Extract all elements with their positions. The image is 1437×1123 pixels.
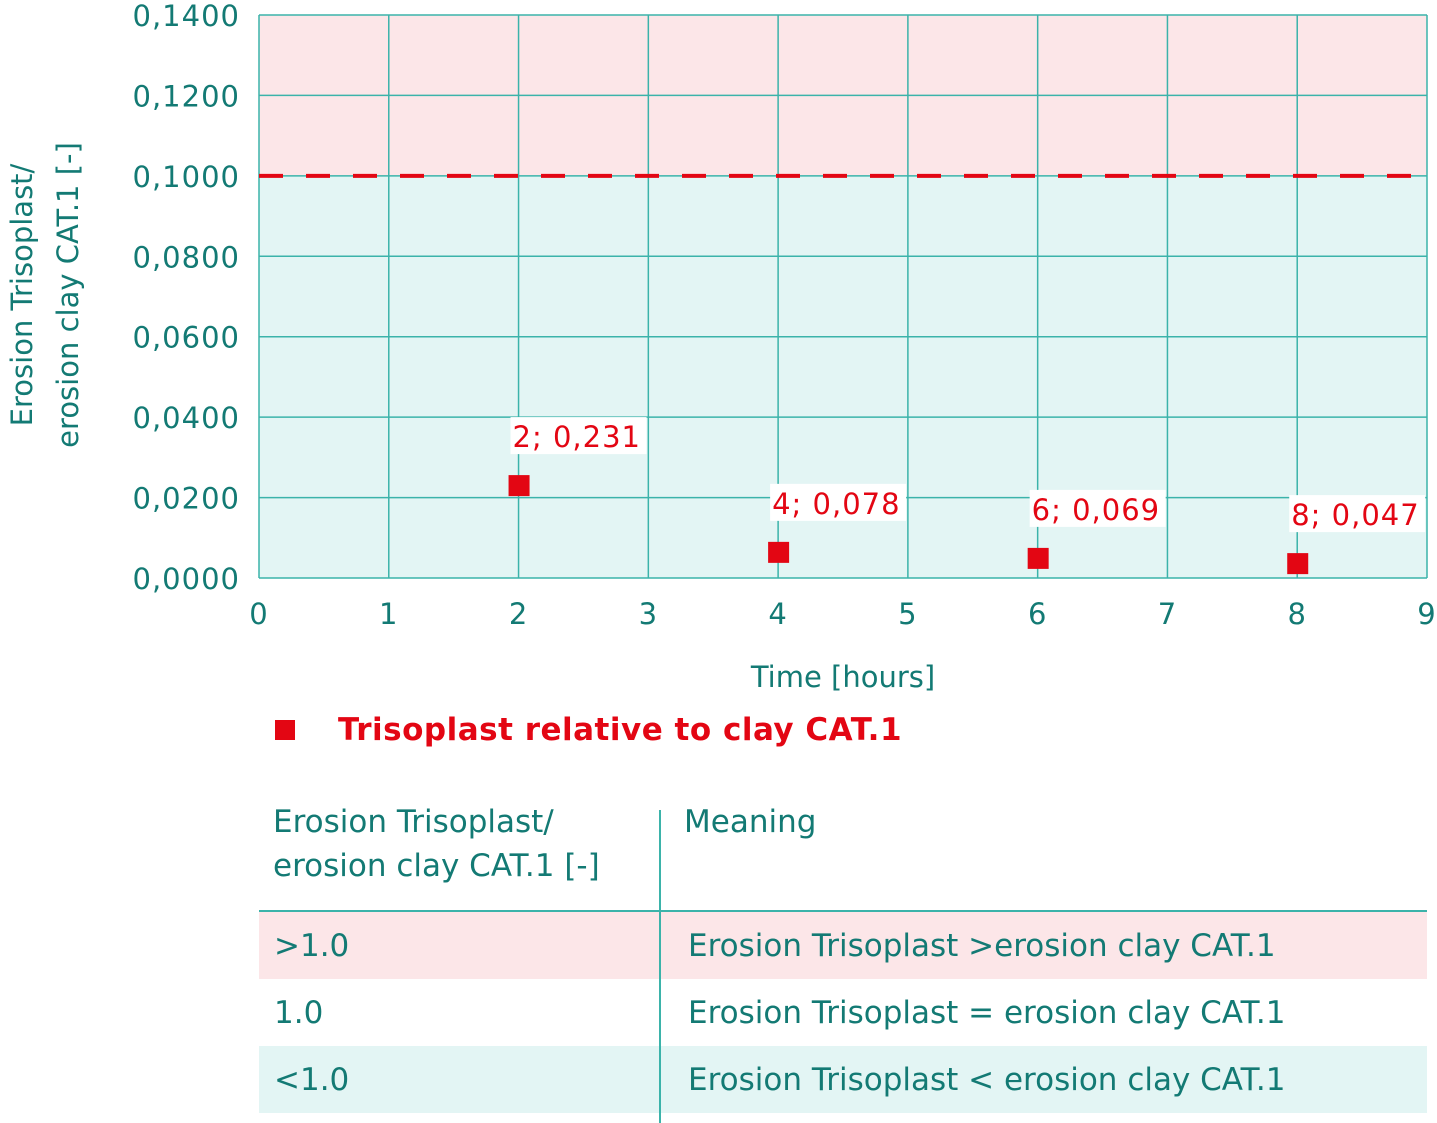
table-row: >1.0 Erosion Trisoplast >erosion clay CA… [259,912,1427,979]
data-point [1027,547,1049,569]
x-tick-label: 3 [639,597,658,631]
data-label: 2; 0,231 [513,420,641,454]
header-col2: Meaning [684,804,817,840]
x-tick-label: 1 [379,597,398,631]
y-tick-label: 0,1000 [133,160,240,194]
y-axis-label: Erosion Trisoplast/erosion clay CAT.1 [-… [5,142,85,448]
data-label: 4; 0,078 [772,487,900,521]
y-tick-label: 0,0200 [133,482,240,516]
legend: Trisoplast relative to clay CAT.1 [275,712,902,748]
data-label: 8; 0,047 [1291,498,1419,532]
y-tick-label: 0,0800 [133,240,240,274]
cell-value: 1.0 [274,994,324,1031]
x-tick-label: 2 [509,597,528,631]
cell-meaning: Erosion Trisoplast < erosion clay CAT.1 [688,1061,1286,1098]
cell-value: <1.0 [274,1061,350,1098]
data-label-bg [1029,489,1166,527]
y-tick-label: 0,1400 [133,0,240,33]
x-tick-label: 7 [1158,597,1177,631]
table-row: <1.0 Erosion Trisoplast < erosion clay C… [259,1046,1427,1113]
cell-meaning: Erosion Trisoplast >erosion clay CAT.1 [688,927,1276,964]
header-col1-line2: erosion clay CAT.1 [-] [273,848,600,884]
data-label: 6; 0,069 [1032,493,1160,527]
y-tick-label: 0,0600 [133,321,240,355]
cell-value: >1.0 [274,927,350,964]
data-label-bg [1289,495,1426,533]
y-tick-label: 0,0000 [133,562,240,596]
y-tick-label: 0,1200 [133,79,240,113]
cell-meaning: Erosion Trisoplast = erosion clay CAT.1 [688,994,1286,1031]
column-divider [659,810,661,1123]
legend-label: Trisoplast relative to clay CAT.1 [338,712,903,748]
meaning-table: Erosion Trisoplast/ erosion clay CAT.1 [… [259,800,1427,1113]
data-label-bg [510,417,647,455]
x-tick-label: 6 [1028,597,1047,631]
x-tick-label: 5 [898,597,917,631]
table-row: 1.0 Erosion Trisoplast = erosion clay CA… [259,979,1427,1046]
data-point [768,541,790,563]
y-axis-label-line: erosion clay CAT.1 [-] [51,142,85,448]
y-axis-label-line: Erosion Trisoplast/ [5,163,39,426]
x-axis-label: Time [hours] [750,660,935,694]
y-tick-label: 0,0400 [133,401,240,435]
x-tick-label: 4 [768,597,787,631]
x-tick-label: 9 [1417,597,1436,631]
x-tick-label: 0 [249,597,268,631]
table-header: Erosion Trisoplast/ erosion clay CAT.1 [… [259,800,1427,912]
x-tick-label: 8 [1287,597,1306,631]
data-point [1287,553,1309,575]
header-col1-line1: Erosion Trisoplast/ [273,804,554,840]
chart: 0 1 2 3 4 5 6 7 8 9 0,0000 0,0200 0,0400 0,0600 0,0800… [5,0,1436,694]
data-point [508,475,530,497]
data-label-bg [770,483,907,521]
legend-swatch [275,720,295,740]
